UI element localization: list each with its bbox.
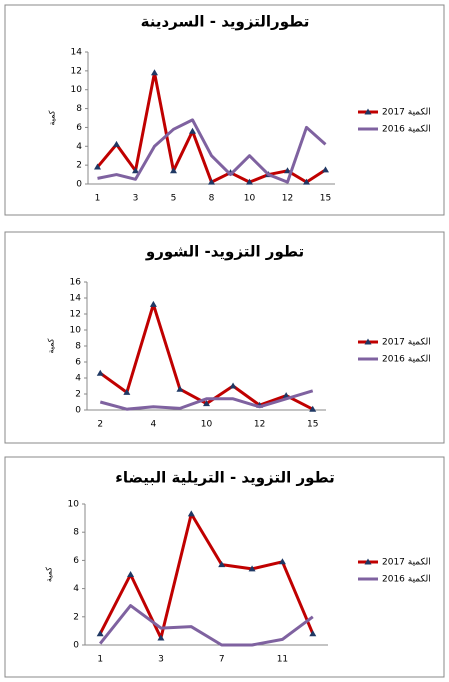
point-marker xyxy=(284,167,291,174)
y-tick-label: 16 xyxy=(70,278,82,288)
x-tick-label: 8 xyxy=(209,194,215,204)
x-tick-label: 12 xyxy=(282,194,293,204)
point-marker xyxy=(189,127,196,134)
x-tick-label: 15 xyxy=(320,194,331,204)
x-tick-label: 12 xyxy=(254,420,265,430)
y-tick-label: 2 xyxy=(73,612,79,622)
legend-marker xyxy=(364,338,372,345)
point-marker xyxy=(218,561,226,568)
chart-title: تطور التزويد- الشورو xyxy=(145,243,304,261)
y-tick-label: 10 xyxy=(68,500,80,510)
y-tick-label: 2 xyxy=(76,161,82,171)
point-marker xyxy=(149,300,157,307)
y-tick-label: 4 xyxy=(73,584,79,594)
point-marker xyxy=(113,140,120,147)
legend-marker xyxy=(364,108,372,115)
x-tick-label: 15 xyxy=(307,420,318,430)
x-tick-label: 3 xyxy=(133,194,139,204)
point-marker xyxy=(208,178,215,185)
series-line xyxy=(98,512,315,640)
point-marker xyxy=(303,178,310,185)
y-tick-label: 6 xyxy=(76,123,82,133)
series-line xyxy=(99,604,314,647)
point-marker xyxy=(127,571,135,577)
x-tick-label: 5 xyxy=(171,194,177,204)
point-marker xyxy=(282,392,290,399)
legend-label: الكمية 2016 xyxy=(382,125,431,135)
point-marker xyxy=(157,634,165,641)
x-tick-label: 10 xyxy=(201,420,213,430)
y-tick-label: 6 xyxy=(75,358,81,368)
y-tick-label: 4 xyxy=(75,374,81,384)
point-marker xyxy=(151,69,158,76)
point-marker xyxy=(203,400,210,407)
legend-label: الكمية 2017 xyxy=(382,108,431,118)
y-tick-label: 8 xyxy=(75,342,81,352)
legend-label: الكمية 2016 xyxy=(382,575,431,585)
y-tick-label: 8 xyxy=(73,528,79,538)
point-marker xyxy=(123,388,131,395)
legend-marker xyxy=(364,558,372,565)
point-marker xyxy=(309,630,317,637)
y-tick-label: 0 xyxy=(73,641,79,651)
y-tick-label: 6 xyxy=(73,556,79,566)
y-tick-label: 14 xyxy=(71,48,83,58)
x-tick-label: 7 xyxy=(219,655,225,665)
point-marker xyxy=(278,558,286,565)
x-tick-label: 1 xyxy=(95,194,101,204)
y-tick-label: 8 xyxy=(76,104,82,114)
point-marker xyxy=(96,369,104,376)
chart-title: تطورالتزويد - السردينة xyxy=(141,13,310,31)
point-marker xyxy=(132,167,139,174)
y-tick-label: 14 xyxy=(70,294,82,304)
y-tick-label: 0 xyxy=(75,406,81,416)
legend-label: الكمية 2017 xyxy=(382,558,431,568)
series-line xyxy=(97,118,327,184)
point-marker xyxy=(229,382,237,389)
x-tick-label: 4 xyxy=(151,420,157,430)
y-tick-label: 2 xyxy=(75,390,81,400)
series-line xyxy=(99,389,314,411)
chart-title: تطور التزويد - التريلية البيضاء xyxy=(115,469,335,487)
point-marker xyxy=(94,163,101,170)
y-tick-label: 12 xyxy=(70,310,81,320)
point-marker xyxy=(248,565,256,572)
x-tick-label: 10 xyxy=(244,194,256,204)
y-tick-label: 0 xyxy=(76,180,82,190)
y-tick-label: 4 xyxy=(76,142,82,152)
point-marker xyxy=(322,166,329,173)
x-tick-label: 11 xyxy=(277,655,288,665)
point-marker xyxy=(187,510,195,517)
point-marker xyxy=(176,385,184,392)
legend-label: الكمية 2016 xyxy=(382,355,431,365)
legend-label: الكمية 2017 xyxy=(382,338,431,348)
x-tick-label: 1 xyxy=(97,655,103,665)
point-marker xyxy=(96,630,104,637)
y-axis-label: كمية xyxy=(47,338,56,353)
x-tick-label: 3 xyxy=(158,655,164,665)
point-marker xyxy=(170,167,177,174)
y-tick-label: 10 xyxy=(70,326,82,336)
panel xyxy=(4,231,445,444)
point-marker xyxy=(309,405,317,412)
y-axis-label: كمية xyxy=(48,110,57,125)
y-tick-label: 12 xyxy=(71,66,82,76)
panel xyxy=(4,4,445,216)
y-tick-label: 10 xyxy=(71,85,83,95)
point-marker xyxy=(246,178,253,185)
x-tick-label: 2 xyxy=(97,420,103,430)
y-axis-label: كمية xyxy=(45,567,54,582)
